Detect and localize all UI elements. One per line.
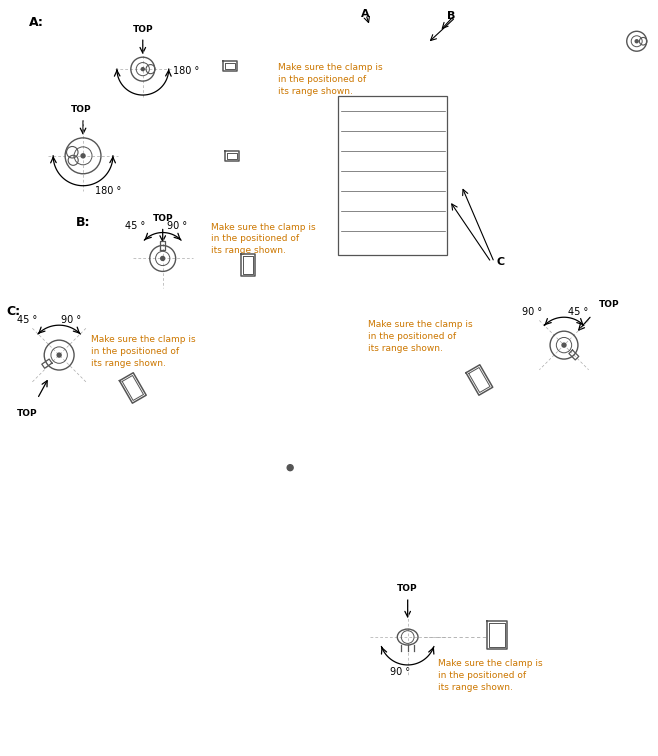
Text: 45 °: 45 ° xyxy=(125,221,145,231)
Text: B: B xyxy=(447,11,456,21)
Text: TOP: TOP xyxy=(17,409,38,418)
Text: Make sure the clamp is
in the positioned of
its range shown.: Make sure the clamp is in the positioned… xyxy=(211,222,315,256)
Text: 45 °: 45 ° xyxy=(17,315,38,325)
Text: B:: B: xyxy=(76,215,91,228)
Text: 90 °: 90 ° xyxy=(61,315,81,325)
Circle shape xyxy=(562,343,566,347)
Text: A:: A: xyxy=(29,17,44,29)
Circle shape xyxy=(161,256,164,260)
Circle shape xyxy=(287,465,293,471)
Text: 90 °: 90 ° xyxy=(166,221,187,231)
Text: C:: C: xyxy=(7,305,20,318)
Text: C: C xyxy=(496,257,505,268)
Text: Make sure the clamp is
in the positioned of
its range shown.: Make sure the clamp is in the positioned… xyxy=(368,321,472,353)
Text: Make sure the clamp is
in the positioned of
its range shown.: Make sure the clamp is in the positioned… xyxy=(278,64,383,96)
Text: 90 °: 90 ° xyxy=(390,667,410,677)
Text: A: A xyxy=(361,9,369,20)
Text: Make sure the clamp is
in the positioned of
its range shown.: Make sure the clamp is in the positioned… xyxy=(438,659,542,692)
Text: 180 °: 180 ° xyxy=(95,186,121,196)
Text: 90 °: 90 ° xyxy=(522,307,542,318)
Text: 180 °: 180 ° xyxy=(172,66,199,76)
Text: TOP: TOP xyxy=(599,300,619,309)
Text: TOP: TOP xyxy=(397,584,418,593)
Bar xyxy=(338,96,447,256)
Text: TOP: TOP xyxy=(71,105,91,114)
Circle shape xyxy=(141,67,144,70)
Text: TOP: TOP xyxy=(132,25,153,34)
Circle shape xyxy=(635,40,638,43)
Circle shape xyxy=(57,353,61,357)
Text: TOP: TOP xyxy=(153,214,173,222)
Circle shape xyxy=(81,153,85,158)
Text: Make sure the clamp is
in the positioned of
its range shown.: Make sure the clamp is in the positioned… xyxy=(91,335,195,367)
Text: 45 °: 45 ° xyxy=(568,307,588,318)
